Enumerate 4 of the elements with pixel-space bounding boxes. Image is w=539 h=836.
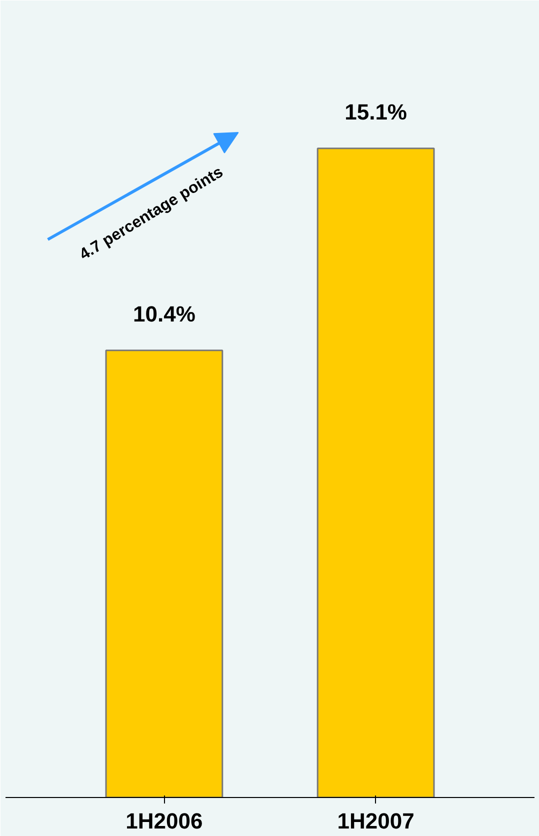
x-tick-label: 1H2007 bbox=[337, 808, 414, 834]
data-label: 10.4% bbox=[133, 302, 196, 327]
x-tick-label: 1H2006 bbox=[126, 808, 203, 834]
data-label: 15.1% bbox=[344, 100, 407, 125]
